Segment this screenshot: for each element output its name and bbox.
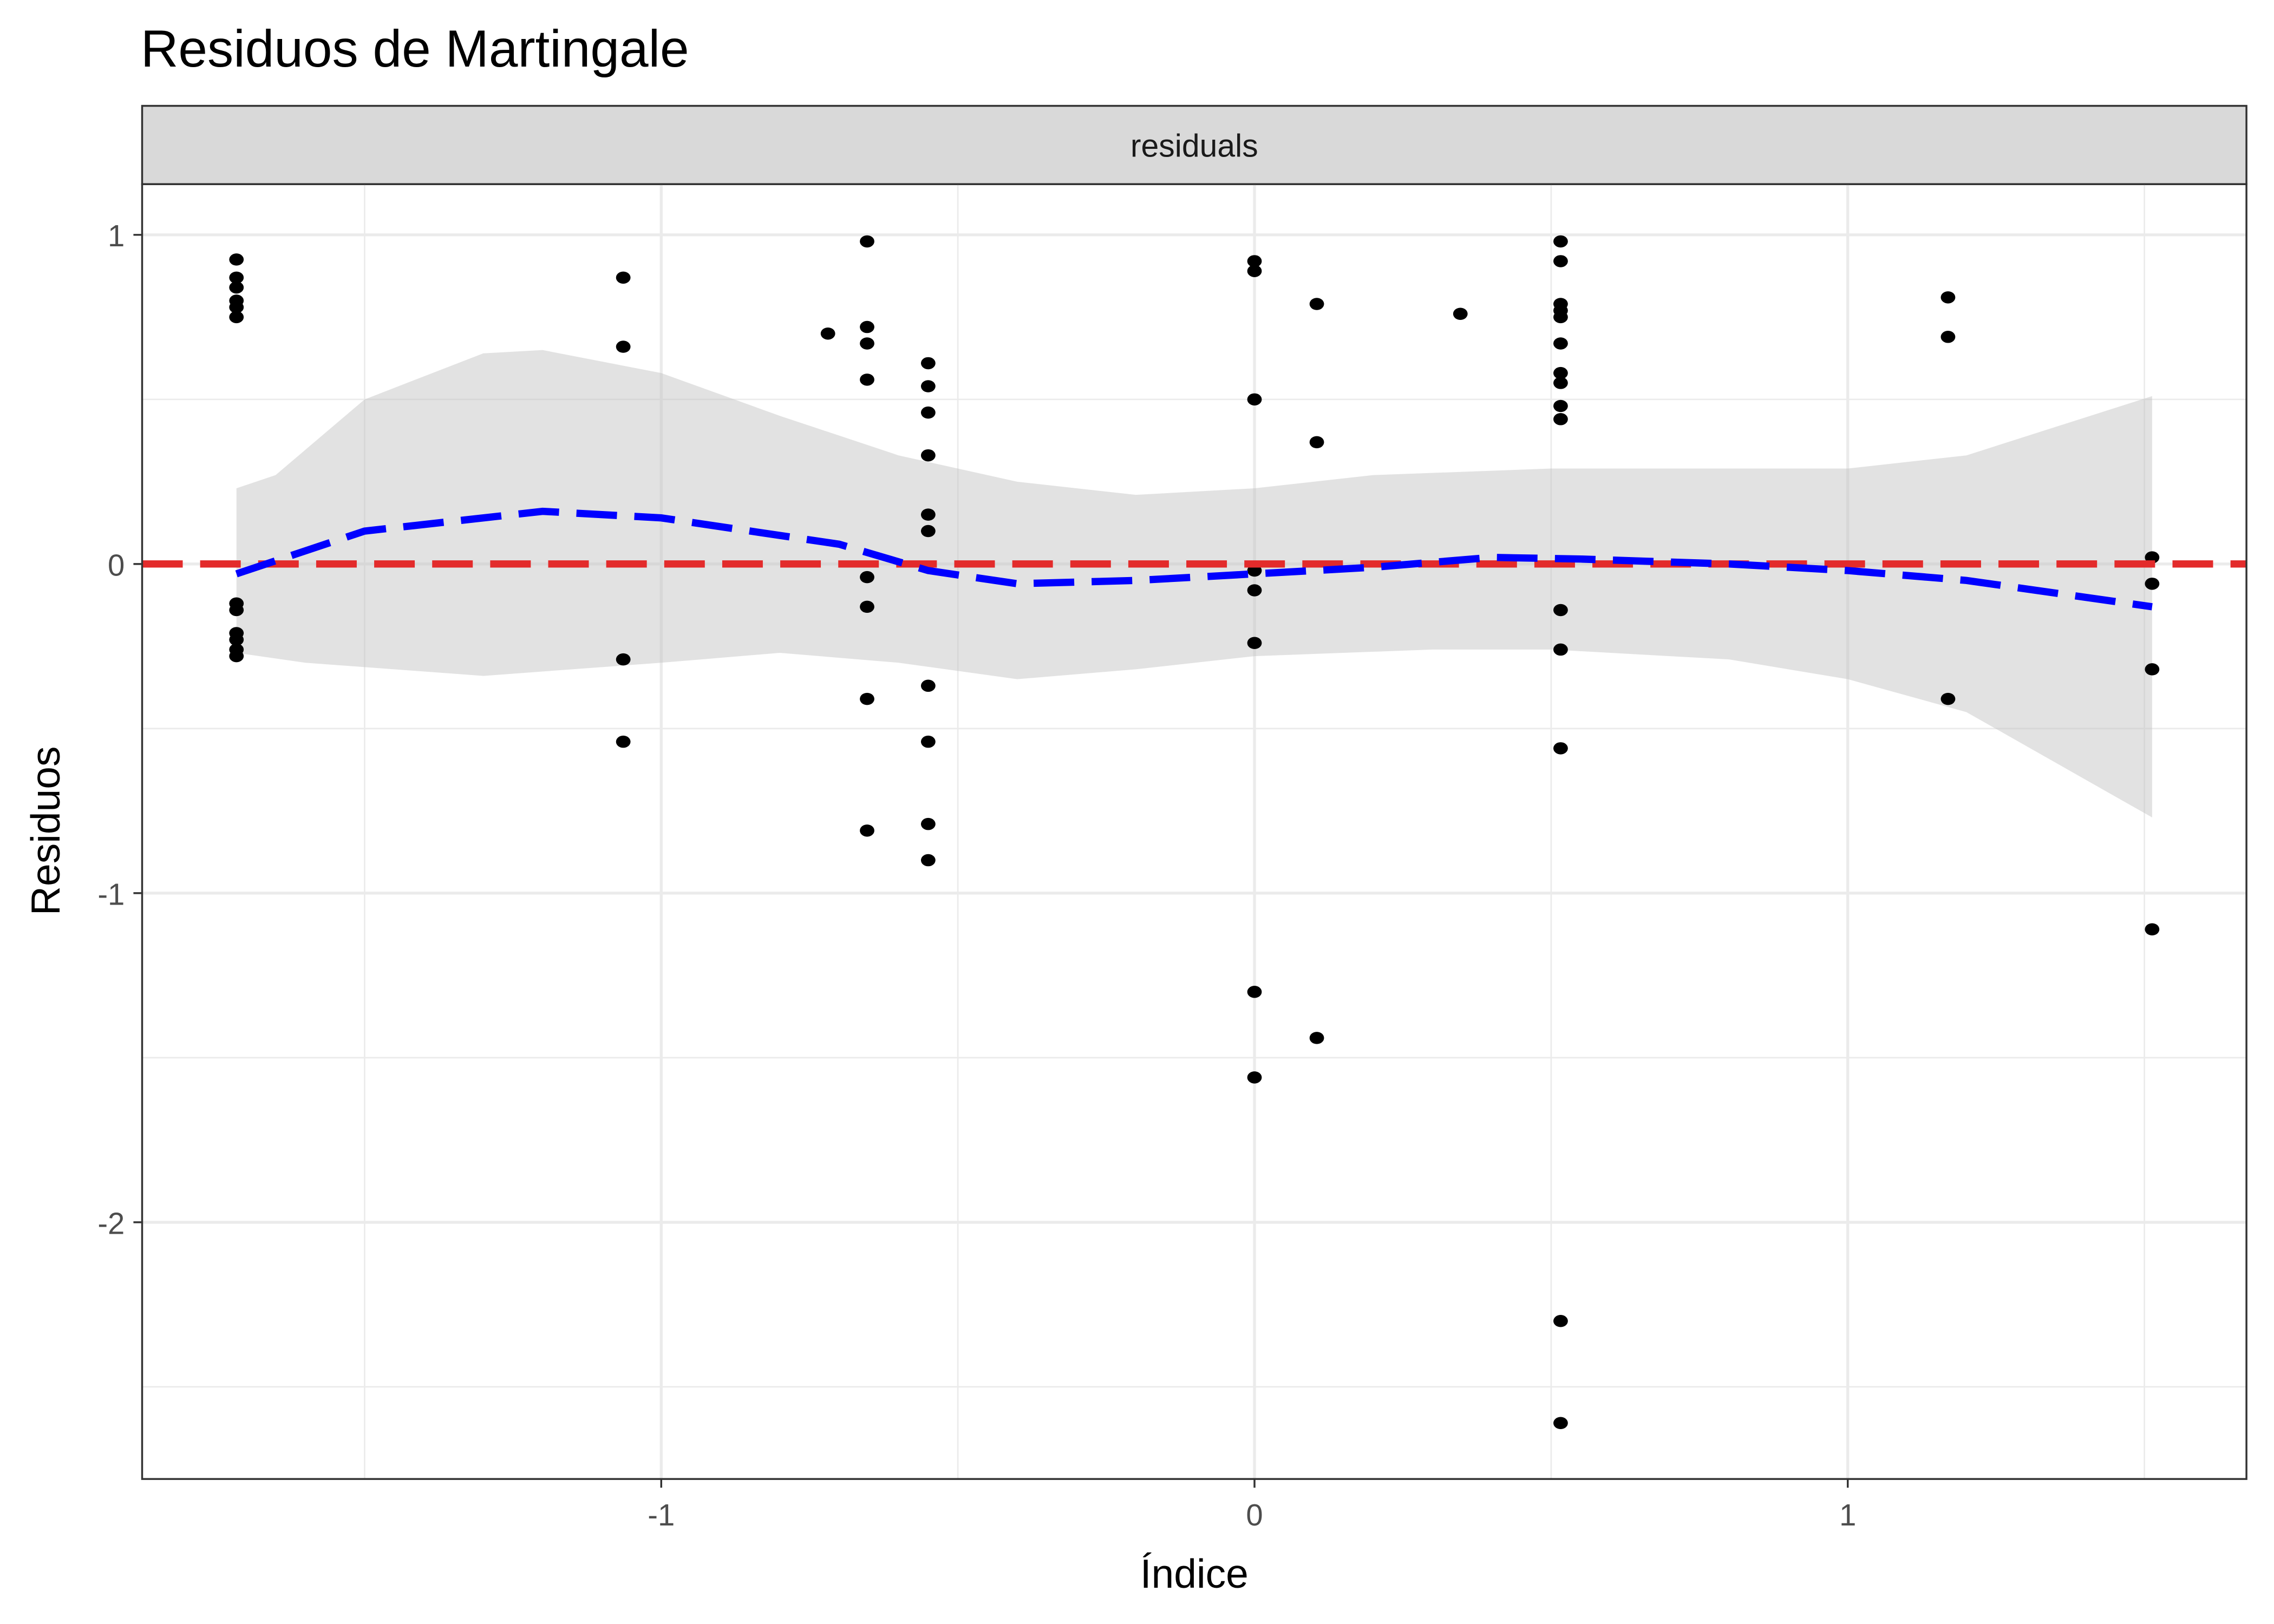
data-point (920, 735, 936, 748)
confidence-ribbon (236, 350, 2152, 818)
x-axis-label: Índice (1140, 1551, 1249, 1596)
data-point (229, 604, 244, 617)
data-point (616, 735, 631, 748)
data-point (1553, 1315, 1568, 1327)
data-point (2145, 578, 2160, 590)
data-point (920, 508, 936, 521)
data-point (1247, 584, 1262, 597)
data-point (1553, 311, 1568, 324)
data-point (860, 571, 874, 584)
data-point (920, 854, 936, 867)
data-point (616, 271, 631, 284)
data-point (1553, 413, 1568, 425)
data-point (2145, 663, 2160, 676)
y-axis: 1 0 -1 -2 (97, 219, 142, 1240)
panel-border (141, 183, 2247, 1480)
y-tick-label: -1 (97, 877, 125, 911)
facet-strip (141, 104, 2247, 185)
data-point (1553, 1417, 1568, 1430)
data-point (920, 357, 936, 370)
data-point (1247, 393, 1262, 406)
data-point (1553, 377, 1568, 389)
data-point (1553, 604, 1568, 617)
data-point (1309, 436, 1324, 449)
data-point (920, 525, 936, 538)
data-point (1553, 643, 1568, 656)
data-point (820, 327, 835, 340)
data-point (1309, 1032, 1324, 1044)
data-point (920, 817, 936, 830)
trend-lines (142, 507, 2247, 611)
data-point (1247, 265, 1262, 277)
data-point (1940, 291, 1956, 304)
data-point (860, 600, 874, 613)
y-axis-label: Residuos (23, 746, 68, 915)
data-point (860, 692, 874, 705)
data-point (860, 320, 874, 333)
data-point (229, 271, 244, 284)
y-tick-label: -2 (97, 1206, 125, 1240)
data-point (229, 311, 244, 324)
y-tick-label: 1 (108, 219, 125, 253)
data-point (1553, 400, 1568, 412)
data-point (616, 340, 631, 353)
x-tick-label: -1 (648, 1498, 675, 1532)
data-point (920, 679, 936, 692)
data-point (229, 650, 244, 663)
data-point (860, 235, 874, 248)
data-point (229, 301, 244, 313)
x-tick-label: 0 (1246, 1498, 1263, 1532)
data-point (229, 281, 244, 294)
data-point (1553, 366, 1568, 379)
data-point (1247, 1071, 1262, 1084)
x-axis: -1 0 1 (648, 1479, 1856, 1532)
data-point (920, 449, 936, 462)
data-point (1553, 235, 1568, 248)
data-point (616, 653, 631, 666)
data-point (1940, 692, 1956, 705)
y-tick-label: 0 (108, 548, 125, 582)
chart-title: Residuos de Martingale (141, 20, 689, 78)
data-point (229, 253, 244, 266)
data-point (1940, 331, 1956, 343)
data-point (920, 406, 936, 419)
data-point (1453, 307, 1468, 320)
data-point (2145, 923, 2160, 935)
data-point (1247, 255, 1262, 267)
data-point (860, 337, 874, 350)
x-tick-label: 1 (1839, 1498, 1856, 1532)
data-point (1553, 337, 1568, 350)
confidence-band (236, 350, 2152, 818)
data-point (860, 824, 874, 837)
data-point (1247, 986, 1262, 998)
data-point (1553, 255, 1568, 267)
loess-smooth-line (235, 507, 2153, 611)
data-point (1247, 637, 1262, 650)
facet-strip-label: residuals (1131, 128, 1258, 163)
data-point (1309, 298, 1324, 310)
data-point (229, 633, 244, 646)
data-point (1553, 742, 1568, 755)
data-point (860, 374, 874, 386)
data-point (920, 380, 936, 392)
